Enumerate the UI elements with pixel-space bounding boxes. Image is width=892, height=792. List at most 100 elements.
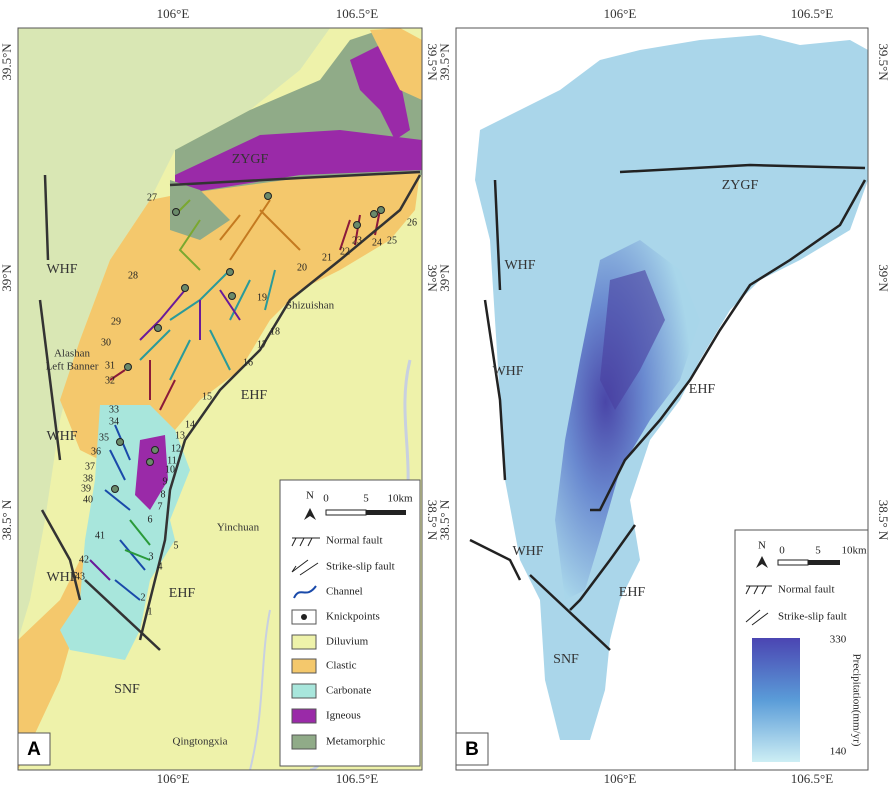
map-frame-b bbox=[455, 27, 869, 771]
legend-item: Normal fault bbox=[326, 535, 383, 547]
lat-label: 38.5° N bbox=[425, 500, 440, 541]
channel-number: 3 bbox=[149, 551, 154, 562]
lon-label: 106.5°E bbox=[791, 771, 833, 786]
channel-number: 29 bbox=[111, 316, 121, 327]
channel-number: 22 bbox=[340, 246, 350, 257]
legend-item: Metamorphic bbox=[326, 736, 385, 748]
place-label: Shizuishan bbox=[286, 300, 335, 312]
lon-label: 106.5°E bbox=[336, 771, 378, 786]
channel-number: 40 bbox=[83, 494, 93, 505]
place-label: Qingtongxia bbox=[173, 736, 228, 748]
faults-b bbox=[469, 163, 867, 651]
scale-label: 10km bbox=[841, 545, 867, 557]
channel-number: 36 bbox=[91, 446, 101, 457]
channel-number: 43 bbox=[75, 571, 85, 582]
channel-number: 7 bbox=[158, 501, 163, 512]
scale-label: 0 bbox=[779, 545, 785, 557]
legend-item: Strike-slip fault bbox=[778, 611, 847, 623]
channel-number: 27 bbox=[147, 192, 157, 203]
channel-number: 15 bbox=[202, 391, 212, 402]
channel-number: 20 bbox=[297, 262, 307, 273]
channel-number: 21 bbox=[322, 252, 332, 263]
fault-label: SNF bbox=[114, 682, 140, 697]
channel-number: 1 bbox=[148, 606, 153, 617]
channel-number: 10 bbox=[165, 464, 175, 475]
channel-number: 38 bbox=[83, 473, 93, 484]
channel-number: 8 bbox=[161, 489, 166, 500]
fault-label: WHF bbox=[46, 570, 77, 585]
channel-number: 39 bbox=[81, 483, 91, 494]
channel-number: 24 bbox=[372, 237, 382, 248]
panel-label-box bbox=[17, 732, 51, 766]
legend-item: Strike-slip fault bbox=[326, 561, 395, 573]
colorbar-title: Precipitation(mm/yr) bbox=[850, 654, 862, 747]
channel-number: 9 bbox=[163, 476, 168, 487]
channel-number: 28 bbox=[128, 270, 138, 281]
legend-item: Carbonate bbox=[326, 685, 371, 697]
channels bbox=[89, 199, 381, 601]
scale-label: 10km bbox=[387, 493, 413, 505]
lon-label: 106°E bbox=[157, 6, 190, 21]
fault-label: ZYGF bbox=[232, 152, 269, 167]
fault-label: WHF bbox=[46, 429, 77, 444]
faults bbox=[38, 170, 422, 651]
channel-number: 2 bbox=[141, 592, 146, 603]
channel-number: 31 bbox=[105, 360, 115, 371]
channel-number: 23 bbox=[352, 235, 362, 246]
legend-b bbox=[734, 529, 869, 771]
geology-map bbox=[18, 28, 422, 770]
channel-number: 18 bbox=[270, 326, 280, 337]
map-frame bbox=[17, 27, 423, 771]
lon-label: 106°E bbox=[604, 6, 637, 21]
channel-number: 32 bbox=[105, 375, 115, 386]
fault-label: EHF bbox=[241, 388, 268, 403]
lat-label: 38.5° N bbox=[0, 499, 14, 540]
channel-number: 12 bbox=[171, 443, 181, 454]
north-label: N bbox=[758, 540, 766, 552]
channel-number: 13 bbox=[175, 430, 185, 441]
fault-label: WHF bbox=[512, 544, 543, 559]
legend-item: Diluvium bbox=[326, 636, 369, 648]
fault-label: EHF bbox=[689, 382, 716, 397]
lat-label: 39°N bbox=[425, 264, 440, 292]
lat-label: 39.5°N bbox=[876, 43, 891, 81]
channel-number: 34 bbox=[109, 416, 119, 427]
channel-number: 14 bbox=[185, 419, 195, 430]
lat-label: 38.5° N bbox=[437, 499, 452, 540]
panel-label: B bbox=[465, 739, 479, 760]
place-label: Yinchuan bbox=[217, 522, 260, 534]
legend-item: Channel bbox=[326, 586, 363, 598]
channel-number: 16 bbox=[243, 357, 253, 368]
colorbar-min: 140 bbox=[830, 746, 847, 758]
legend bbox=[279, 479, 421, 767]
lat-label: 39.5°N bbox=[425, 43, 440, 81]
channel-number: 5 bbox=[174, 540, 179, 551]
lat-label: 39.5°N bbox=[0, 43, 14, 81]
channel-number: 6 bbox=[148, 514, 153, 525]
channel-number: 17 bbox=[257, 339, 267, 350]
scale-label: 0 bbox=[323, 493, 329, 505]
channel-number: 33 bbox=[109, 404, 119, 415]
fault-label: EHF bbox=[619, 585, 646, 600]
fault-label: SNF bbox=[553, 652, 579, 667]
channel-number: 11 bbox=[167, 455, 177, 466]
channel-number: 37 bbox=[85, 461, 95, 472]
colorbar-max: 330 bbox=[830, 634, 847, 646]
lon-label: 106.5°E bbox=[791, 6, 833, 21]
lon-label: 106.5°E bbox=[336, 6, 378, 21]
lon-label: 106°E bbox=[604, 771, 637, 786]
north-label: N bbox=[306, 490, 314, 502]
channel-number: 4 bbox=[158, 561, 163, 572]
legend-item: Normal fault bbox=[778, 584, 835, 596]
lat-label: 39°N bbox=[876, 264, 891, 292]
fault-label: WHF bbox=[46, 262, 77, 277]
legend-item: Knickpoints bbox=[326, 611, 380, 623]
panel-label: A bbox=[27, 739, 41, 760]
lat-label: 39°N bbox=[0, 264, 14, 292]
place-label: Alashan bbox=[54, 348, 91, 360]
lon-label: 106°E bbox=[157, 771, 190, 786]
scale-label: 5 bbox=[815, 545, 821, 557]
fault-label: ZYGF bbox=[722, 178, 759, 193]
scale-label: 5 bbox=[363, 493, 369, 505]
channel-number: 41 bbox=[95, 530, 105, 541]
